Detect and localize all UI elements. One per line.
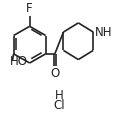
Text: H: H: [54, 89, 63, 102]
Text: HO: HO: [10, 55, 28, 68]
Text: Cl: Cl: [53, 99, 65, 112]
Text: NH: NH: [95, 26, 112, 39]
Text: F: F: [26, 2, 33, 15]
Text: O: O: [50, 67, 60, 80]
